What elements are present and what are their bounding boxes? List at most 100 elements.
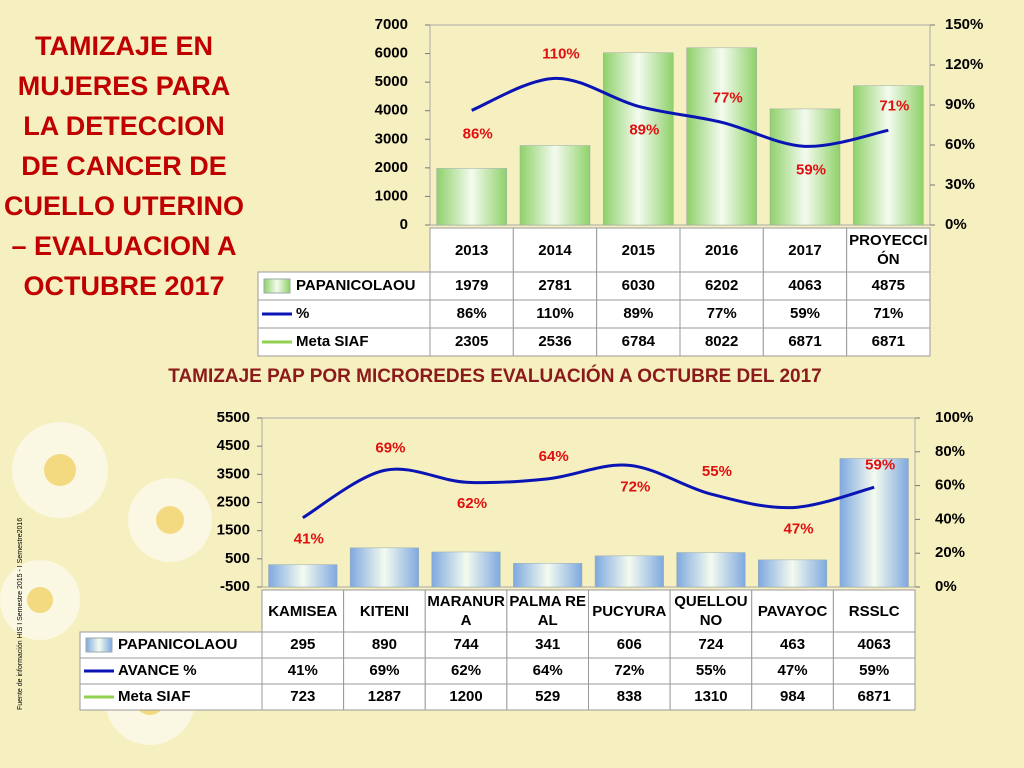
table-value: 47% xyxy=(778,662,808,679)
bar xyxy=(758,559,828,588)
bar xyxy=(839,458,909,588)
table-cell xyxy=(751,631,834,659)
table-cell xyxy=(588,631,671,659)
x-tick-label-cell: PAVAYOC xyxy=(757,602,828,620)
table-cell xyxy=(343,657,426,685)
table-value: 62% xyxy=(451,662,481,679)
table-cell xyxy=(596,227,681,273)
table-cell xyxy=(751,683,834,711)
y2-tick-label: 60% xyxy=(945,136,975,153)
table-cell xyxy=(669,683,753,711)
bar xyxy=(769,108,841,226)
table-value: 89% xyxy=(623,305,653,322)
table-value: 4063 xyxy=(858,636,891,653)
x-tick-label-cell: 2015 xyxy=(622,242,655,259)
table-cell xyxy=(596,299,681,329)
y-tick-label: 5500 xyxy=(217,409,250,426)
table-cell xyxy=(596,271,681,301)
table-value: 4875 xyxy=(872,277,905,294)
table-value: 6871 xyxy=(858,688,891,705)
y2-tick-label: 90% xyxy=(945,96,975,113)
table-cell xyxy=(846,327,931,357)
table-value: 55% xyxy=(696,662,726,679)
table-value: 59% xyxy=(859,662,889,679)
table-value: 984 xyxy=(780,688,806,705)
x-tick-label-cell: KAMISEA xyxy=(268,602,338,620)
bar xyxy=(268,564,338,588)
x-tick-label-cell: 2016 xyxy=(705,242,738,259)
y-tick-label: 4500 xyxy=(217,437,250,454)
table-cell xyxy=(762,327,848,357)
x-tick-label: PROYECCIÓN xyxy=(849,232,928,268)
table-cell xyxy=(424,683,508,711)
table-value: 6030 xyxy=(622,277,655,294)
x-tick-label: PAVAYOC xyxy=(757,602,828,620)
data-label: 59% xyxy=(796,161,826,178)
x-tick-label-cell: MARANURA xyxy=(427,593,505,629)
x-tick-label-cell: PALMA REAL xyxy=(509,593,587,629)
table-cell xyxy=(588,657,671,685)
data-label: 71% xyxy=(879,97,909,114)
x-tick-label: KAMISEA xyxy=(268,602,338,620)
data-label: 110% xyxy=(542,45,580,62)
x-tick-label-cell: PROYECCIÓN xyxy=(849,232,928,268)
x-tick-label: 2013 xyxy=(454,241,489,259)
table-cell xyxy=(832,631,916,659)
table-cell xyxy=(424,589,508,633)
table-value: 41% xyxy=(288,662,318,679)
legend-label: PAPANICOLAOU xyxy=(118,636,237,653)
table-value: 4063 xyxy=(788,277,821,294)
table-value: 838 xyxy=(617,688,642,705)
data-label: 69% xyxy=(375,439,405,456)
y-tick-label: 2500 xyxy=(217,493,250,510)
data-label: 89% xyxy=(629,121,659,138)
y-tick-label: 7000 xyxy=(375,16,408,33)
x-tick-label: PALMA REAL xyxy=(509,593,587,629)
table-cell xyxy=(832,657,916,685)
x-tick-label-cell: KITENI xyxy=(359,602,410,620)
table-cell xyxy=(506,683,589,711)
bar xyxy=(603,52,674,226)
table-cell xyxy=(846,271,931,301)
table-cell xyxy=(429,299,514,329)
x-tick-label-cell: RSSLC xyxy=(849,603,900,620)
x-tick-label: PUCYURA xyxy=(592,602,667,620)
table-value: 64% xyxy=(533,662,563,679)
legend-label: AVANCE % xyxy=(118,662,197,679)
y2-tick-label: 20% xyxy=(935,544,965,561)
legend-swatch xyxy=(85,637,113,653)
y-tick-label: 1500 xyxy=(217,522,250,539)
x-tick-label-cell: 2013 xyxy=(454,241,489,259)
data-label: 47% xyxy=(784,521,814,538)
data-label: 59% xyxy=(865,456,895,473)
x-tick-label: 2017 xyxy=(788,241,822,259)
table-cell xyxy=(588,589,671,633)
table-cell xyxy=(506,631,589,659)
table-value: 724 xyxy=(698,636,724,653)
data-label: 62% xyxy=(457,495,487,512)
table-cell xyxy=(588,683,671,711)
table-cell xyxy=(832,683,916,711)
table-value: 59% xyxy=(790,305,820,322)
table-value: 110% xyxy=(536,305,574,322)
y-tick-label: 3000 xyxy=(375,130,408,147)
data-label: 86% xyxy=(463,125,493,142)
legend-label: PAPANICOLAOU xyxy=(296,277,415,294)
table-value: 8022 xyxy=(705,333,738,350)
y2-tick-label: 0% xyxy=(945,216,967,233)
bar xyxy=(594,555,664,588)
y-tick-label: 2000 xyxy=(375,159,408,176)
y2-tick-label: 120% xyxy=(945,56,983,73)
bar xyxy=(513,563,583,588)
table-value: 723 xyxy=(290,688,315,705)
table-value: 6871 xyxy=(788,333,821,350)
table-cell xyxy=(679,299,764,329)
y-tick-label: 500 xyxy=(225,550,250,567)
table-value: 6202 xyxy=(705,277,738,294)
table-value: 2305 xyxy=(455,333,488,350)
legend-label: % xyxy=(296,305,309,322)
x-tick-label-cell: 2014 xyxy=(538,242,571,259)
x-tick-label: KITENI xyxy=(359,602,410,620)
table-cell xyxy=(846,227,931,273)
table-value: 6871 xyxy=(872,333,905,350)
